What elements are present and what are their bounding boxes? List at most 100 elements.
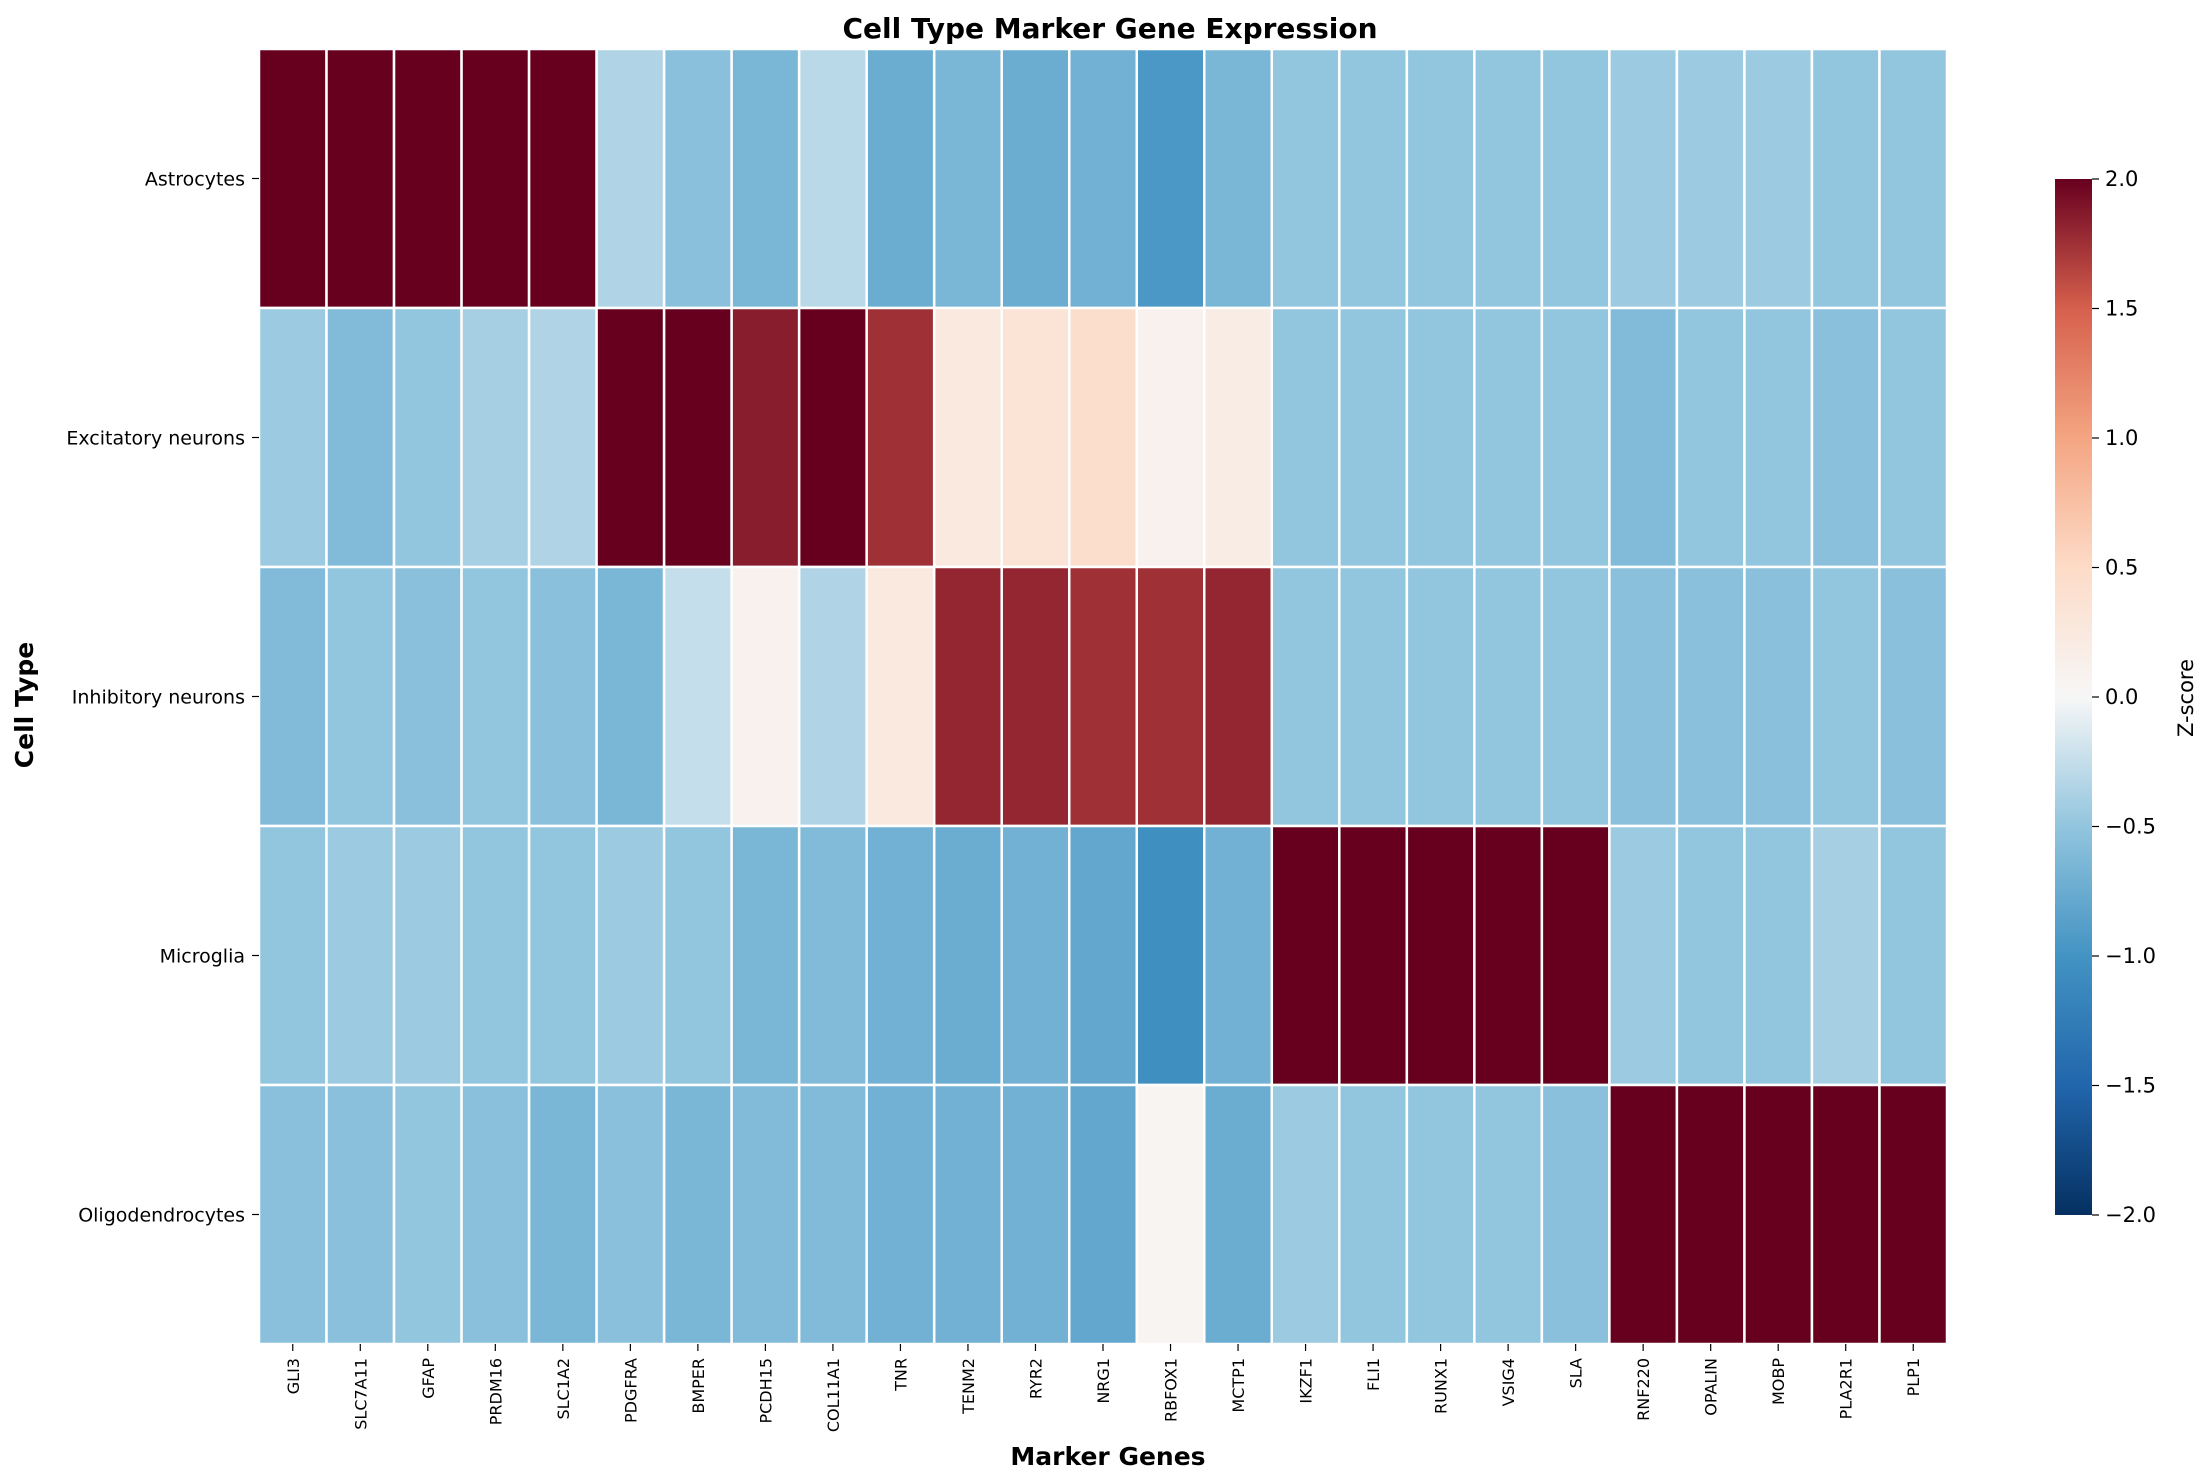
- heatmap-cell: [1810, 824, 1881, 1087]
- heatmap-cell: [1067, 824, 1139, 1087]
- heatmap-cell: [595, 1083, 666, 1346]
- heatmap-cell: [797, 306, 868, 569]
- heatmap-cell: [865, 306, 936, 569]
- heatmap-cell: [865, 565, 936, 828]
- heatmap-cell: [662, 824, 733, 1087]
- heatmap-cell: [1878, 565, 1949, 828]
- heatmap-cell: [662, 1083, 733, 1346]
- row-tick-label: Oligodendrocytes: [78, 1205, 245, 1227]
- heatmap-cell: [325, 47, 396, 310]
- heatmap-cell: [1608, 1083, 1679, 1346]
- colorbar-tick-label: 1.5: [2105, 297, 2138, 321]
- heatmap-cell: [1067, 1083, 1139, 1346]
- heatmap-cell: [1203, 824, 1274, 1087]
- heatmap-cell: [1203, 306, 1274, 569]
- heatmap-cell: [1405, 565, 1476, 828]
- colorbar-tick-label: −1.0: [2105, 944, 2156, 968]
- heatmap-cell: [1473, 47, 1544, 310]
- heatmap-cell: [730, 47, 801, 310]
- heatmap-cell: [1540, 824, 1611, 1087]
- heatmap-cell: [1000, 565, 1071, 828]
- column-tick-label: SLA: [1567, 1358, 1586, 1388]
- colorbar-tick-label: 0.5: [2105, 556, 2138, 580]
- heatmap-cell: [1067, 47, 1139, 310]
- heatmap-cell: [1810, 306, 1881, 569]
- heatmap-cell: [1675, 824, 1746, 1087]
- heatmap-cell: [1338, 824, 1409, 1087]
- heatmap-cell: [325, 1083, 396, 1346]
- heatmap-cell: [1067, 306, 1139, 569]
- column-tick-label: PRDM16: [486, 1358, 505, 1425]
- heatmap-cell: [595, 565, 666, 828]
- heatmap-cell: [257, 1083, 328, 1346]
- heatmap-cell: [527, 824, 598, 1087]
- row-tick-label: Astrocytes: [145, 169, 245, 191]
- heatmap-cell: [392, 824, 463, 1087]
- heatmap-cell: [1270, 824, 1341, 1087]
- heatmap-cell: [527, 565, 598, 828]
- column-tick-label: OPALIN: [1702, 1358, 1721, 1416]
- heatmap-cell: [1540, 1083, 1611, 1346]
- heatmap-cell: [730, 824, 801, 1087]
- column-tick-label: FLI1: [1364, 1358, 1383, 1391]
- heatmap-cell: [1203, 565, 1274, 828]
- heatmap-cell: [1067, 565, 1139, 828]
- heatmap-cell: [662, 47, 733, 310]
- heatmap-cell: [1810, 1083, 1881, 1346]
- heatmap-cell: [1810, 47, 1881, 310]
- heatmap-cell: [1608, 47, 1679, 310]
- heatmap-cell: [932, 824, 1003, 1087]
- heatmap-cell: [392, 565, 463, 828]
- heatmap-cell: [1405, 1083, 1476, 1346]
- colorbar-tick-label: −1.5: [2105, 1074, 2156, 1098]
- column-tick-label: BMPER: [689, 1358, 708, 1414]
- heatmap-cell: [1338, 47, 1409, 310]
- column-tick-label: PCDH15: [756, 1358, 775, 1424]
- colorbar-tick-label: 2.0: [2105, 167, 2138, 191]
- heatmap-cell: [1203, 1083, 1274, 1346]
- colorbar-tick-label: −0.5: [2105, 815, 2156, 839]
- heatmap-cell: [1338, 1083, 1409, 1346]
- column-tick-labels: GLI3 SLC7A11 GFAP PRDM16 SLC1A2 PDGFRA BMPER PC…: [284, 1344, 1923, 1432]
- heatmap-cell: [1000, 47, 1071, 310]
- heatmap-cell: [1608, 565, 1679, 828]
- heatmap-cell: [1000, 306, 1071, 569]
- heatmap-cell: [1473, 565, 1544, 828]
- heatmap-cell: [325, 824, 396, 1087]
- heatmap-cell: [797, 565, 868, 828]
- column-tick-label: GFAP: [419, 1358, 438, 1399]
- column-tick-label: TENM2: [959, 1358, 978, 1415]
- heatmap-cell: [392, 1083, 463, 1346]
- colorbar-tick-label: 0.0: [2105, 685, 2138, 709]
- heatmap-cell: [1338, 565, 1409, 828]
- heatmap-cell: [662, 306, 733, 569]
- column-tick-label: TNR: [891, 1358, 910, 1392]
- heatmap-cell: [797, 47, 868, 310]
- column-tick-label: RNF220: [1634, 1358, 1653, 1421]
- heatmap-cell: [932, 565, 1003, 828]
- y-axis-label: Cell Type: [10, 642, 39, 768]
- heatmap-cell: [1270, 565, 1341, 828]
- colorbar-tick-label: 1.0: [2105, 426, 2138, 450]
- heatmap-cell: [1743, 565, 1814, 828]
- colorbar-tick-label: −2.0: [2105, 1203, 2156, 1227]
- column-tick-label: MOBP: [1769, 1358, 1788, 1405]
- heatmap-cell: [460, 1083, 531, 1346]
- column-tick-label: SLC7A11: [351, 1358, 370, 1430]
- heatmap-cell: [1675, 1083, 1746, 1346]
- heatmap-cell: [257, 824, 328, 1087]
- heatmap-cell: [1135, 565, 1206, 828]
- heatmap-cell: [1608, 824, 1679, 1087]
- column-tick-label: RBFOX1: [1162, 1358, 1181, 1422]
- heatmap-cell: [865, 1083, 936, 1346]
- heatmap-cell: [595, 824, 666, 1087]
- heatmap-cell: [730, 565, 801, 828]
- heatmap-cell: [1000, 824, 1071, 1087]
- heatmap-cell: [1473, 1083, 1544, 1346]
- heatmap-cell: [932, 47, 1003, 310]
- heatmap-cell: [257, 47, 328, 310]
- x-axis-label: Marker Genes: [1010, 1442, 1205, 1471]
- row-tick-label: Excitatory neurons: [66, 428, 245, 450]
- heatmap-cell: [1810, 565, 1881, 828]
- heatmap-cell: [797, 1083, 868, 1346]
